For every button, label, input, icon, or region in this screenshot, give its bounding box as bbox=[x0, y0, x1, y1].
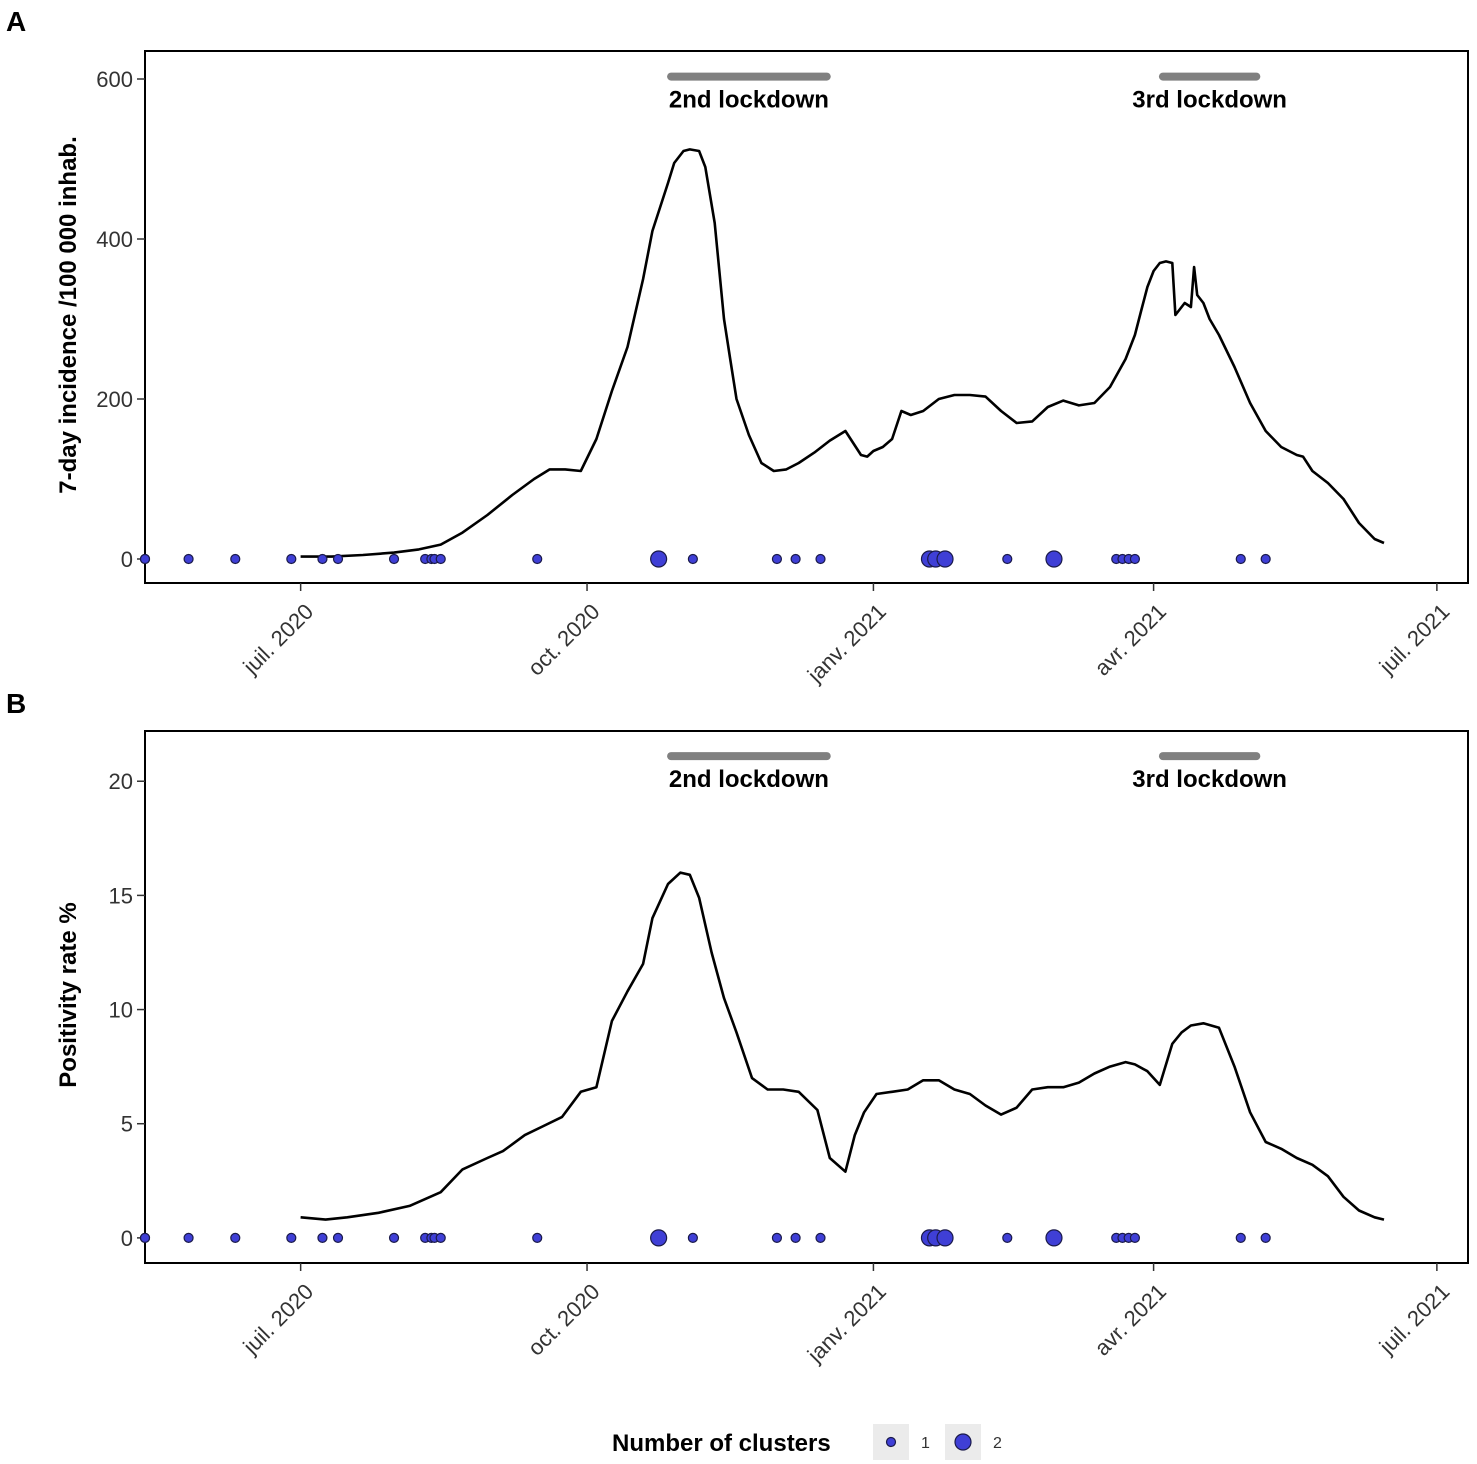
y-tick-label: 0 bbox=[121, 547, 133, 572]
lockdown-label: 2nd lockdown bbox=[669, 766, 829, 793]
cluster-point bbox=[286, 553, 297, 565]
panel-a-chart: 0 200 400 600 juil. 2020 oct. 2020 janv. 2021 a… bbox=[55, 50, 1469, 688]
cluster-point bbox=[1002, 1232, 1013, 1243]
legend: Number of clusters 1 2 bbox=[612, 1424, 1002, 1460]
x-tick-label: janv. 2021 bbox=[802, 1279, 891, 1368]
cluster-point bbox=[687, 1232, 698, 1243]
plot-frame bbox=[144, 730, 1469, 1264]
cluster-point bbox=[815, 1232, 826, 1243]
cluster-point bbox=[771, 553, 783, 565]
cluster-point bbox=[790, 1232, 801, 1243]
y-axis-title: Positivity rate % bbox=[55, 902, 82, 1087]
y-tick-label: 15 bbox=[109, 883, 133, 908]
y-axis-title: 7-day incidence /100 000 inhab. bbox=[55, 136, 82, 494]
x-tick-label: juil. 2020 bbox=[238, 599, 319, 680]
panel-b-chart: 0 5 10 15 20 juil. 2020 oct. 2020 janv. 2021 avr… bbox=[55, 730, 1469, 1368]
cluster-point bbox=[1235, 553, 1246, 565]
plot-frame bbox=[144, 50, 1469, 584]
cluster-point bbox=[230, 553, 241, 565]
legend-title: Number of clusters bbox=[612, 1430, 831, 1457]
cluster-point bbox=[230, 1232, 241, 1243]
cluster-point bbox=[317, 553, 328, 565]
cluster-point bbox=[435, 1232, 446, 1243]
cluster-point bbox=[1235, 1232, 1246, 1243]
lockdown-label: 2nd lockdown bbox=[669, 87, 829, 114]
legend-key-point bbox=[885, 1436, 897, 1448]
x-tick-label: juil. 2021 bbox=[1374, 599, 1455, 680]
x-tick-label: avr. 2021 bbox=[1089, 599, 1171, 681]
legend-key-point bbox=[954, 1433, 972, 1451]
legend-label: 1 bbox=[921, 1435, 930, 1452]
y-tick-label: 200 bbox=[96, 387, 133, 412]
y-tick-label: 5 bbox=[121, 1112, 133, 1137]
cluster-point bbox=[936, 1229, 954, 1247]
cluster-point bbox=[332, 1232, 344, 1243]
cluster-point bbox=[139, 553, 151, 565]
cluster-point bbox=[1045, 550, 1063, 568]
y-tick-label: 0 bbox=[121, 1226, 133, 1251]
cluster-point bbox=[1260, 1232, 1271, 1243]
series-line bbox=[300, 871, 1385, 1221]
y-tick-label: 600 bbox=[96, 67, 133, 92]
panel-b-letter: B bbox=[6, 688, 27, 719]
cluster-point bbox=[1129, 1232, 1141, 1243]
panel-a-letter: A bbox=[6, 6, 27, 37]
legend-label: 2 bbox=[993, 1435, 1002, 1452]
y-tick-label: 400 bbox=[96, 227, 133, 252]
cluster-point bbox=[139, 1232, 151, 1243]
x-tick-label: juil. 2020 bbox=[238, 1279, 319, 1360]
cluster-point bbox=[687, 553, 698, 565]
cluster-point bbox=[532, 1232, 543, 1243]
cluster-point bbox=[435, 553, 446, 565]
y-tick-label: 10 bbox=[109, 998, 133, 1023]
cluster-point bbox=[936, 550, 954, 568]
x-tick-label: oct. 2020 bbox=[523, 599, 605, 681]
cluster-point bbox=[815, 553, 826, 565]
series-line bbox=[300, 148, 1385, 558]
cluster-point bbox=[388, 1232, 400, 1243]
cluster-point bbox=[332, 553, 344, 565]
cluster-point bbox=[650, 1229, 668, 1247]
lockdown-label: 3rd lockdown bbox=[1132, 87, 1287, 114]
cluster-point bbox=[183, 1232, 194, 1243]
cluster-point bbox=[286, 1232, 297, 1243]
cluster-point bbox=[1129, 553, 1141, 565]
cluster-point bbox=[1002, 553, 1013, 565]
cluster-point bbox=[790, 553, 801, 565]
x-tick-label: juil. 2021 bbox=[1374, 1279, 1455, 1360]
lockdown-label: 3rd lockdown bbox=[1132, 766, 1287, 793]
cluster-point bbox=[317, 1232, 328, 1243]
cluster-point bbox=[1260, 553, 1271, 565]
cluster-point bbox=[388, 553, 400, 565]
x-tick-label: janv. 2021 bbox=[802, 599, 891, 688]
x-tick-label: oct. 2020 bbox=[523, 1279, 605, 1361]
cluster-point bbox=[183, 553, 194, 565]
y-tick-label: 20 bbox=[109, 769, 133, 794]
cluster-point bbox=[650, 550, 668, 568]
x-tick-label: avr. 2021 bbox=[1089, 1279, 1171, 1361]
cluster-point bbox=[1045, 1229, 1063, 1247]
cluster-point bbox=[532, 553, 543, 565]
cluster-point bbox=[771, 1232, 783, 1243]
